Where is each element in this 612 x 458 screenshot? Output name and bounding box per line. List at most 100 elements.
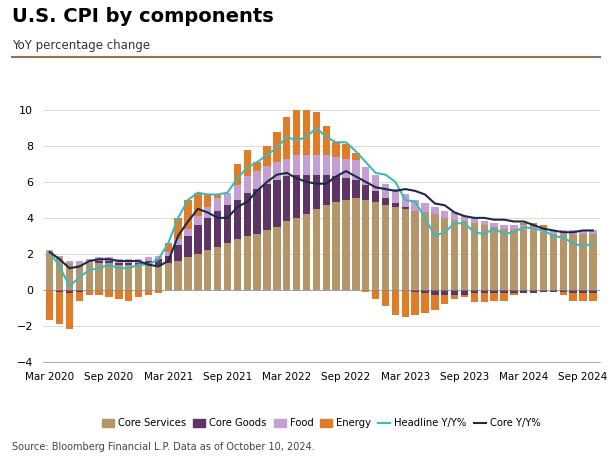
Bar <box>550 290 557 292</box>
Bar <box>411 292 419 315</box>
Bar <box>135 263 143 265</box>
Bar <box>569 234 577 290</box>
Bar <box>155 290 162 294</box>
Bar <box>214 211 222 247</box>
Bar <box>421 203 428 213</box>
Bar <box>362 185 370 200</box>
Bar <box>273 227 280 290</box>
Bar <box>461 216 468 222</box>
Bar <box>540 232 547 290</box>
Bar <box>145 257 152 261</box>
Bar <box>382 198 389 205</box>
Bar <box>421 294 428 313</box>
Bar <box>273 131 280 162</box>
Bar <box>520 224 528 225</box>
Bar <box>490 290 498 294</box>
Bar <box>323 126 330 155</box>
Bar <box>56 257 63 290</box>
Bar <box>303 174 310 214</box>
Bar <box>204 207 212 218</box>
Bar <box>145 261 152 265</box>
Bar <box>204 218 212 250</box>
Bar <box>530 290 537 294</box>
Bar <box>283 176 291 222</box>
Bar <box>76 265 83 290</box>
Bar <box>56 292 63 324</box>
Bar <box>115 259 122 263</box>
Bar <box>293 155 300 174</box>
Bar <box>580 234 587 290</box>
Bar <box>372 202 379 290</box>
Bar <box>323 155 330 174</box>
Bar <box>165 243 172 252</box>
Bar <box>342 158 349 178</box>
Bar <box>431 214 439 290</box>
Bar <box>461 295 468 297</box>
Bar <box>135 259 143 263</box>
Bar <box>293 218 300 290</box>
Bar <box>105 290 113 297</box>
Bar <box>293 174 300 218</box>
Bar <box>451 295 458 299</box>
Bar <box>530 224 537 227</box>
Bar <box>411 211 419 290</box>
Bar <box>105 263 113 290</box>
Bar <box>204 250 212 290</box>
Bar <box>461 222 468 290</box>
Bar <box>372 174 379 191</box>
Bar <box>471 290 478 294</box>
Bar <box>490 294 498 300</box>
Text: YoY percentage change: YoY percentage change <box>12 39 151 52</box>
Bar <box>441 290 449 295</box>
Bar <box>234 185 241 200</box>
Bar <box>559 290 567 292</box>
Bar <box>411 200 419 211</box>
Bar <box>303 103 310 155</box>
Bar <box>95 257 103 261</box>
Bar <box>431 295 439 310</box>
Bar <box>520 290 528 294</box>
Bar <box>451 220 458 290</box>
Bar <box>293 106 300 155</box>
Bar <box>352 198 360 290</box>
Bar <box>352 160 360 180</box>
Bar <box>115 265 122 290</box>
Text: U.S. CPI by components: U.S. CPI by components <box>12 7 274 26</box>
Bar <box>559 234 567 290</box>
Bar <box>194 193 201 216</box>
Bar <box>580 290 587 294</box>
Bar <box>332 176 340 202</box>
Bar <box>382 205 389 290</box>
Bar <box>165 252 172 256</box>
Bar <box>224 193 231 205</box>
Bar <box>194 254 201 290</box>
Bar <box>125 259 132 263</box>
Bar <box>76 261 83 265</box>
Bar <box>589 234 597 290</box>
Bar <box>56 256 63 257</box>
Bar <box>480 222 488 225</box>
Bar <box>76 292 83 300</box>
Bar <box>184 236 192 257</box>
Bar <box>540 229 547 232</box>
Bar <box>382 290 389 306</box>
Bar <box>155 256 162 259</box>
Bar <box>253 234 261 290</box>
Bar <box>86 290 93 295</box>
Bar <box>224 243 231 290</box>
Bar <box>342 144 349 158</box>
Bar <box>105 261 113 263</box>
Bar <box>510 229 518 290</box>
Bar <box>569 290 577 294</box>
Bar <box>441 211 449 218</box>
Bar <box>510 225 518 229</box>
Bar <box>46 252 53 290</box>
Bar <box>303 155 310 174</box>
Bar <box>530 230 537 290</box>
Bar <box>352 153 360 160</box>
Bar <box>342 178 349 200</box>
Bar <box>500 290 508 294</box>
Bar <box>184 257 192 290</box>
Bar <box>500 294 508 300</box>
Bar <box>313 174 320 209</box>
